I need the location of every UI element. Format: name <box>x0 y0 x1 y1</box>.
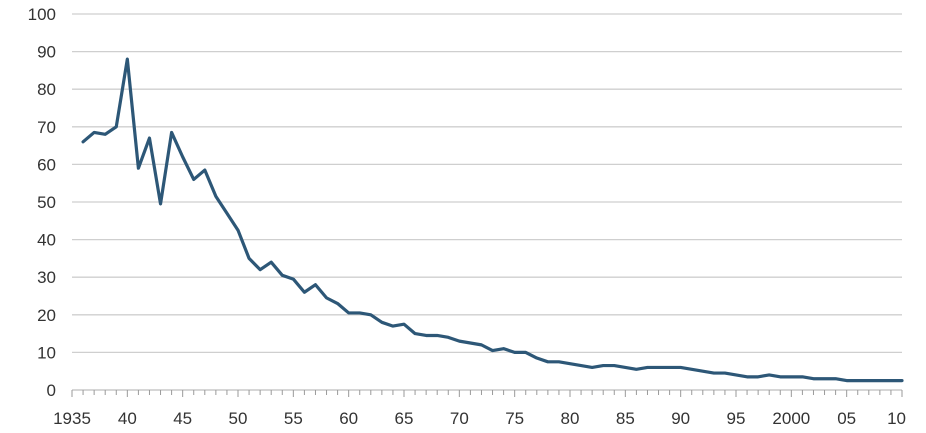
x-tick-label: 55 <box>284 409 303 428</box>
x-tick-label: 45 <box>173 409 192 428</box>
y-tick-label: 50 <box>37 193 56 212</box>
x-tick-label: 10 <box>887 409 906 428</box>
x-tick-label: 80 <box>561 409 580 428</box>
x-axis <box>71 389 903 397</box>
x-tick-label: 2000 <box>772 409 810 428</box>
y-tick-label: 60 <box>37 155 56 174</box>
series-layer <box>81 57 904 383</box>
x-tick-label: 05 <box>837 409 856 428</box>
x-tick-label: 60 <box>339 409 358 428</box>
x-tick-label: 65 <box>395 409 414 428</box>
x-tick-label: 75 <box>505 409 524 428</box>
x-tick-label: 95 <box>727 409 746 428</box>
x-tick-label: 70 <box>450 409 469 428</box>
y-tick-label: 10 <box>37 343 56 362</box>
x-tick-label: 1935 <box>53 409 91 428</box>
y-tick-label: 20 <box>37 306 56 325</box>
x-tick-label: 90 <box>671 409 690 428</box>
y-tick-label: 0 <box>47 381 56 400</box>
x-tick-label: 40 <box>118 409 137 428</box>
y-axis-tick-labels: 0 10 20 30 40 50 60 70 80 90 100 <box>28 5 56 400</box>
x-tick-label: 50 <box>229 409 248 428</box>
y-tick-label: 30 <box>37 268 56 287</box>
y-tick-label: 40 <box>37 231 56 250</box>
y-tick-label: 70 <box>37 118 56 137</box>
y-tick-label: 100 <box>28 5 56 24</box>
series-line <box>81 57 904 383</box>
x-tick-label: 85 <box>616 409 635 428</box>
y-tick-label: 90 <box>37 43 56 62</box>
x-axis-tick-labels: 1935 40 45 50 55 60 65 70 75 80 85 90 95 2000 05 10 <box>53 409 906 428</box>
grid-lines <box>72 13 902 354</box>
y-tick-label: 80 <box>37 80 56 99</box>
